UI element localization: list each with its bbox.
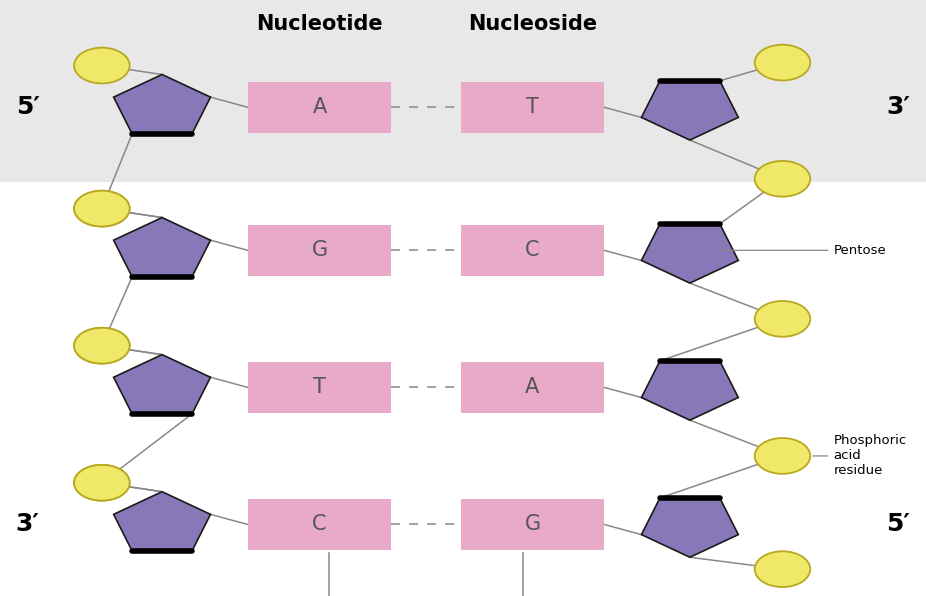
Text: A: A bbox=[312, 97, 327, 117]
Polygon shape bbox=[114, 74, 210, 134]
Circle shape bbox=[74, 465, 130, 501]
Text: T: T bbox=[313, 377, 326, 398]
Circle shape bbox=[74, 191, 130, 226]
Circle shape bbox=[74, 48, 130, 83]
Polygon shape bbox=[642, 361, 738, 420]
Circle shape bbox=[755, 438, 810, 474]
Polygon shape bbox=[642, 224, 738, 283]
Text: C: C bbox=[312, 514, 327, 535]
Text: 5′: 5′ bbox=[886, 513, 910, 536]
Bar bbox=[247, 362, 392, 412]
Polygon shape bbox=[642, 81, 738, 140]
Text: 3′: 3′ bbox=[16, 513, 40, 536]
Polygon shape bbox=[114, 492, 210, 551]
Text: Phosphoric
acid
residue: Phosphoric acid residue bbox=[813, 434, 907, 477]
Circle shape bbox=[74, 191, 130, 226]
Text: G: G bbox=[524, 514, 541, 535]
Text: T: T bbox=[526, 97, 539, 117]
Polygon shape bbox=[114, 355, 210, 414]
Circle shape bbox=[74, 328, 130, 364]
Circle shape bbox=[74, 328, 130, 364]
Bar bbox=[461, 362, 604, 412]
Text: A: A bbox=[525, 377, 540, 398]
Text: Nucleoside: Nucleoside bbox=[468, 14, 597, 34]
Bar bbox=[247, 225, 392, 275]
Circle shape bbox=[755, 551, 810, 587]
Bar bbox=[247, 82, 392, 133]
Circle shape bbox=[755, 45, 810, 80]
Circle shape bbox=[755, 301, 810, 337]
Polygon shape bbox=[642, 498, 738, 557]
Circle shape bbox=[74, 465, 130, 501]
Bar bbox=[461, 225, 604, 275]
Bar bbox=[461, 82, 604, 133]
Text: 3′: 3′ bbox=[886, 95, 910, 119]
Polygon shape bbox=[114, 218, 210, 277]
Text: G: G bbox=[311, 240, 328, 260]
Text: Nucleotide: Nucleotide bbox=[257, 14, 382, 34]
Text: C: C bbox=[525, 240, 540, 260]
Bar bbox=[461, 499, 604, 550]
Bar bbox=[247, 499, 392, 550]
Text: 5′: 5′ bbox=[16, 95, 40, 119]
Text: Pentose: Pentose bbox=[718, 244, 886, 257]
Circle shape bbox=[755, 161, 810, 197]
Bar bbox=[0, 0, 926, 182]
